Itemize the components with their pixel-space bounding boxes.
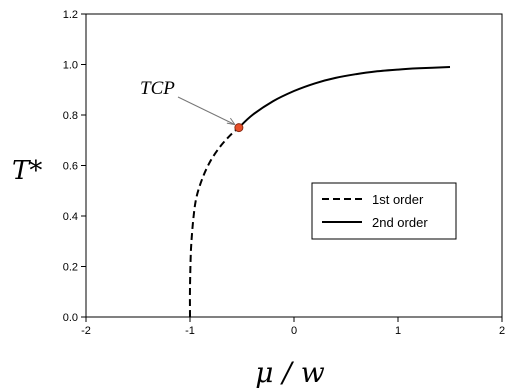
x-tick-label: 1 [395,325,401,337]
y-tick-label: 0.2 [63,262,78,274]
x-tick-label: 0 [291,325,297,337]
y-tick-label: 1.2 [63,9,78,21]
tcp-arrow-head [226,117,236,126]
y-tick-label: 0.8 [63,110,78,122]
tcp-label: TCP [140,78,175,99]
y-axis-title: T* [12,156,42,186]
axes: -2 -1 0 1 2 0.0 0.2 0.4 0.6 0.8 1.0 1.2 [63,9,505,337]
legend-1st-order-label: 1st order [372,192,424,207]
legend-box [311,182,457,240]
y-tick-label: 0.4 [63,211,78,223]
y-tick-label: 0.0 [63,312,78,324]
annotation-layer: TCP [140,78,244,133]
y-tick-label: 0.6 [63,161,78,173]
x-tick-label: 2 [499,325,505,337]
tcp-arrow-line [177,96,236,126]
series-1st-order-line [188,126,240,318]
tcp-point-marker [234,123,244,133]
legend-2nd-order-label: 2nd order [372,215,428,230]
series-2nd-order-line [238,66,451,129]
plot-frame [85,13,503,318]
x-axis-title: μ / w [255,356,324,389]
series-layer [188,66,451,318]
legend: 1st order 2nd order [311,182,457,240]
x-tick-label: -1 [185,325,195,337]
y-tick-label: 1.0 [63,60,78,72]
x-tick-label: -2 [81,325,91,337]
